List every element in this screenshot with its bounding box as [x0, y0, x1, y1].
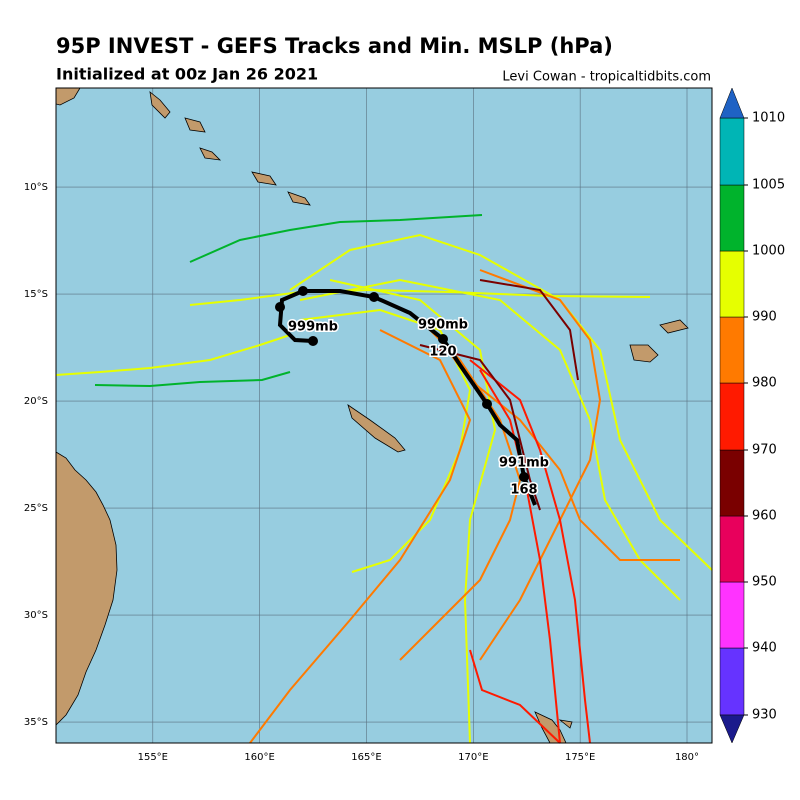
- ocean: [56, 88, 712, 743]
- ensemble-tracks: [55, 214, 713, 744]
- lat-label: 35°S: [24, 717, 48, 728]
- lon-label: 180°: [675, 752, 699, 763]
- colorbar-band: [719, 449, 745, 517]
- colorbar-band: [719, 581, 745, 649]
- lon-label: 175°E: [565, 752, 595, 763]
- mean-track-line: [277, 289, 537, 506]
- track-label: 999mb: [288, 320, 338, 335]
- subtitle: Initialized at 00z Jan 26 2021: [56, 65, 318, 84]
- colorbar-label: 1010: [752, 111, 785, 126]
- colorbar-label: 1005: [752, 178, 785, 193]
- map-frame: [55, 87, 713, 744]
- colorbar-band: [719, 117, 745, 186]
- colorbar: 930 940 950 960 970 980 990 1000 1005 1010: [719, 87, 785, 744]
- track-label: 168: [510, 483, 537, 498]
- graticule: 10°S 15°S 20°S 25°S 30°S 35°S 155°E 160°E 165°E 1…: [24, 88, 712, 763]
- colorbar-band: [719, 316, 745, 384]
- colorbar-band: [719, 250, 745, 318]
- colorbar-label: 970: [752, 443, 777, 458]
- colorbar-label: 930: [752, 708, 777, 723]
- track-label: 120: [429, 345, 456, 360]
- mean-track: [275, 286, 537, 506]
- lat-label: 10°S: [24, 182, 48, 193]
- track-label: 991mb: [499, 456, 549, 471]
- annotations: 999mb 990mb 120 991mb 168: [287, 316, 551, 499]
- colorbar-label: 990: [752, 310, 777, 325]
- lat-label: 30°S: [24, 610, 48, 621]
- colorbar-over: [719, 87, 745, 119]
- colorbar-label: 940: [752, 641, 777, 656]
- lon-label: 155°E: [138, 752, 168, 763]
- colorbar-label: 1000: [752, 244, 785, 259]
- lon-label: 170°E: [458, 752, 488, 763]
- colorbar-band: [719, 647, 745, 716]
- track-label: 990mb: [418, 318, 468, 333]
- lat-label: 15°S: [24, 289, 48, 300]
- mean-track-points: [275, 286, 529, 482]
- colorbar-label: 950: [752, 575, 777, 590]
- lat-label: 25°S: [24, 503, 48, 514]
- lat-label: 20°S: [24, 396, 48, 407]
- colorbar-band: [719, 515, 745, 583]
- colorbar-label: 960: [752, 509, 777, 524]
- credit: Levi Cowan - tropicaltidbits.com: [502, 70, 711, 85]
- colorbar-under: [719, 714, 745, 744]
- title: 95P INVEST - GEFS Tracks and Min. MSLP (…: [56, 34, 613, 58]
- colorbar-band: [719, 184, 745, 252]
- colorbar-band: [719, 382, 745, 451]
- colorbar-label: 980: [752, 376, 777, 391]
- lon-label: 160°E: [244, 752, 274, 763]
- lon-label: 165°E: [351, 752, 381, 763]
